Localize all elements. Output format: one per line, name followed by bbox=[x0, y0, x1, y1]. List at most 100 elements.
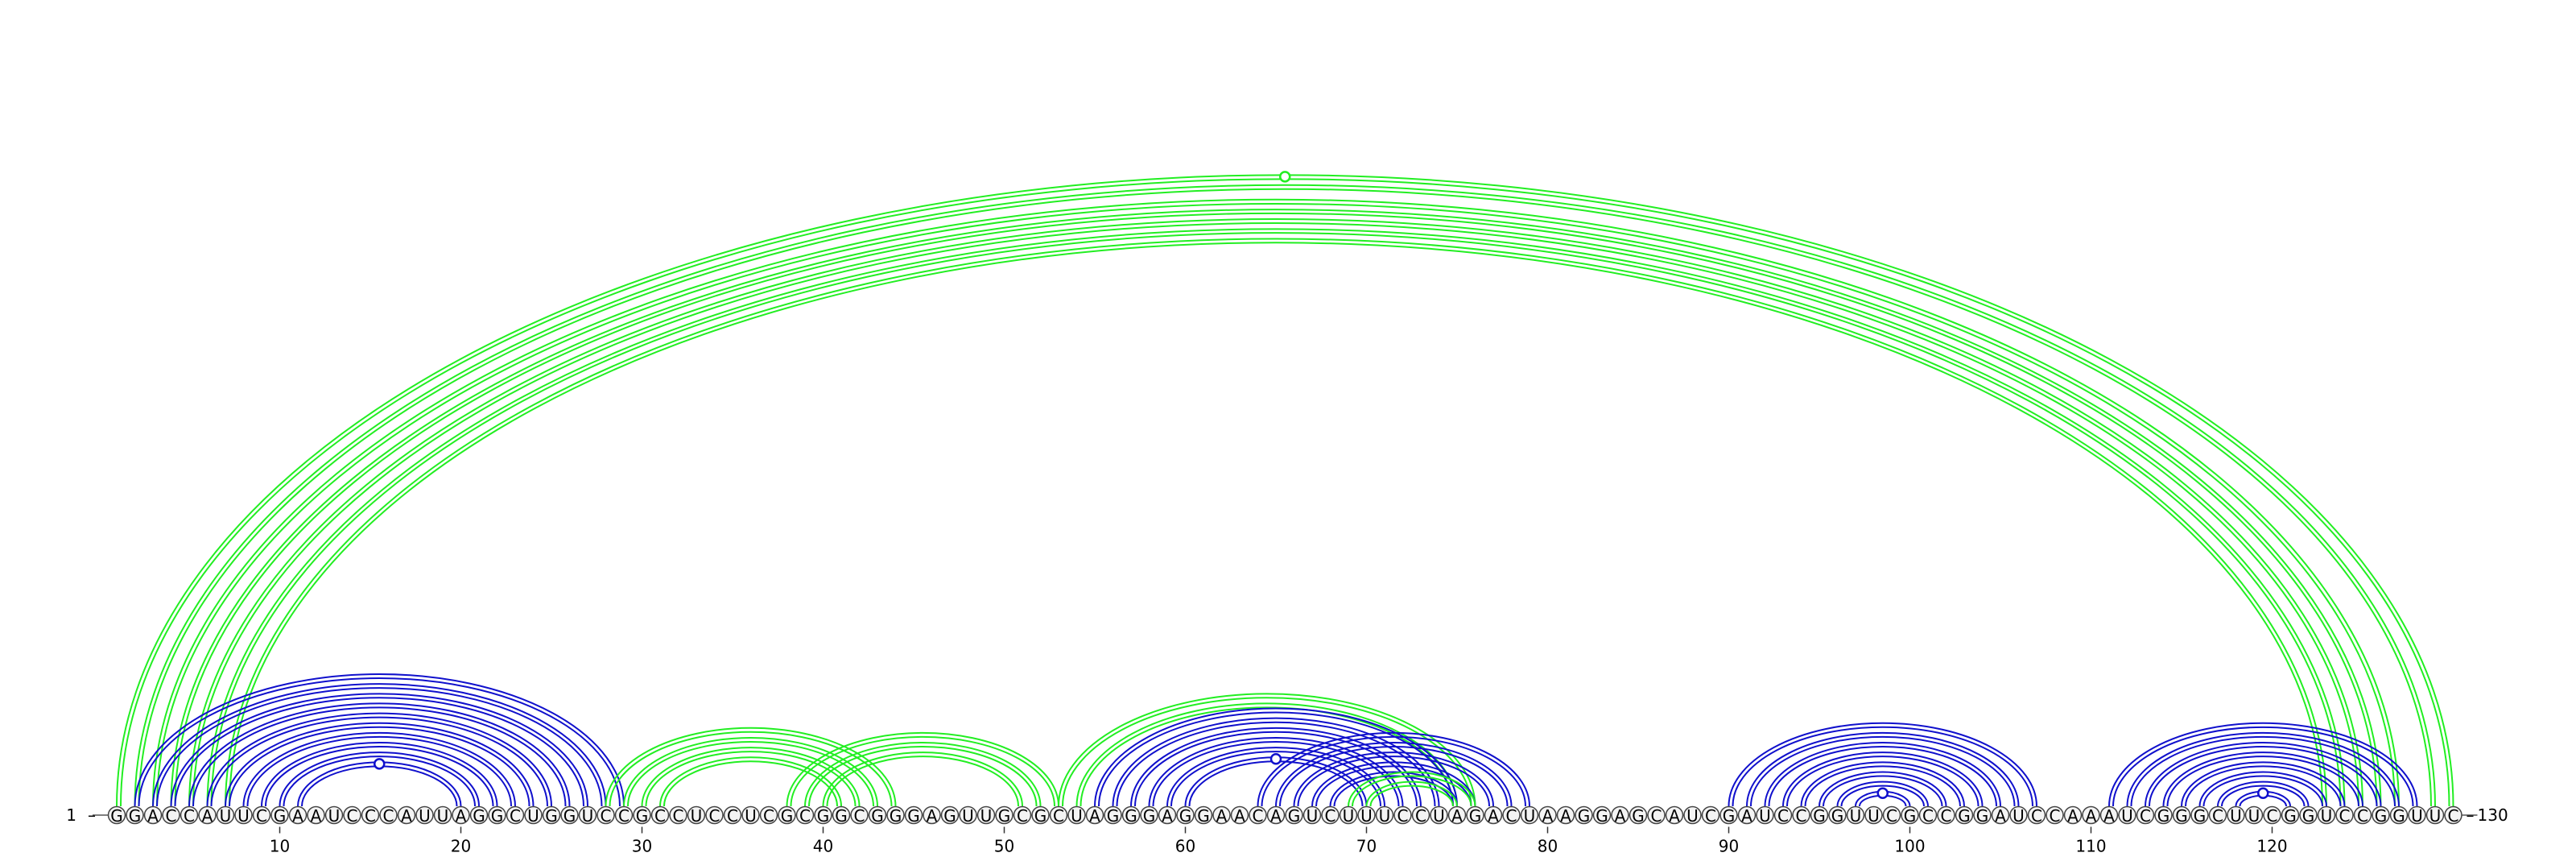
nucleotide-circle bbox=[1592, 805, 1612, 825]
nucleotide-114: G bbox=[2154, 805, 2173, 826]
arc-green-2-129 bbox=[134, 184, 2436, 807]
nucleotide-120: C bbox=[2263, 805, 2281, 826]
nucleotide-letter: G bbox=[1596, 806, 1608, 826]
nucleotide-79: U bbox=[1520, 805, 1539, 826]
arc-blue-92-105 bbox=[1764, 742, 2001, 807]
nucleotide-letter: C bbox=[510, 806, 521, 826]
arc-blue-7-24-inner bbox=[229, 726, 530, 807]
nucleotide-98: U bbox=[1864, 805, 1883, 826]
nucleotide-83: G bbox=[1592, 805, 1612, 826]
tick-label-10: 10 bbox=[270, 837, 290, 856]
arc-green-70-75-inner bbox=[1369, 785, 1454, 807]
arc-green-40-51-inner bbox=[826, 756, 1019, 807]
nucleotide-circle bbox=[2317, 805, 2336, 825]
nucleotide-68: C bbox=[1321, 805, 1340, 826]
arc-blue-94-103 bbox=[1800, 761, 1965, 807]
arc-green-7-123-inner bbox=[229, 242, 2323, 807]
nucleotide-67: U bbox=[1302, 805, 1322, 826]
nucleotide-88: U bbox=[1683, 805, 1702, 826]
arc-green-38-53 bbox=[786, 731, 1059, 807]
nucleotide-letter: G bbox=[2302, 806, 2315, 826]
arc-blue-94-103-inner bbox=[1804, 765, 1961, 807]
nucleotide-letter: C bbox=[2212, 806, 2223, 826]
nucleotide-49: U bbox=[976, 805, 996, 826]
nucleotide-letter: U bbox=[2429, 806, 2442, 826]
nucleotide-circle bbox=[126, 805, 144, 825]
arc-green-31-41-inner bbox=[663, 760, 838, 807]
nucleotide-letter: C bbox=[1886, 806, 1897, 826]
arc-blue-113-126 bbox=[2145, 742, 2382, 807]
nucleotide-12: A bbox=[307, 805, 325, 826]
nucleotide-circle bbox=[1447, 805, 1467, 825]
nucleotide-17: A bbox=[397, 805, 416, 826]
nucleotide-letter: U bbox=[582, 806, 594, 826]
arc-blue-55-75-inner bbox=[1098, 711, 1454, 807]
nucleotide-circle bbox=[433, 805, 452, 825]
nucleotide-32: C bbox=[669, 805, 687, 826]
nucleotide-letter: G bbox=[1813, 806, 1826, 826]
nucleotide-letter: C bbox=[2448, 806, 2459, 826]
nucleotide-circle bbox=[2335, 805, 2354, 825]
nucleotide-letter: C bbox=[1325, 806, 1336, 826]
tick-label-20: 20 bbox=[451, 837, 471, 856]
nucleotide-circle bbox=[814, 805, 832, 825]
nucleotide-23: C bbox=[506, 805, 525, 826]
arc-blue-90-107 bbox=[1728, 722, 2037, 807]
nucleotide-circle bbox=[1411, 805, 1430, 825]
nucleotide-circle bbox=[2389, 805, 2409, 825]
loop-marker-60-70 bbox=[1269, 753, 1282, 765]
nucleotide-11: A bbox=[288, 805, 308, 826]
nucleotide-letter: G bbox=[1831, 806, 1844, 826]
arc-blue-113-126-inner bbox=[2149, 746, 2378, 807]
nucleotide-circle bbox=[1792, 805, 1810, 825]
nucleotide-letter: A bbox=[202, 806, 213, 826]
arc-blue-90-107-inner bbox=[1732, 726, 2033, 807]
nucleotide-circle bbox=[506, 805, 525, 825]
nucleotide-65: A bbox=[1266, 805, 1286, 826]
nucleotide-letter: C bbox=[601, 806, 612, 826]
nucleotide-circle bbox=[1266, 805, 1286, 825]
nucleotide-circle bbox=[343, 805, 361, 825]
nucleotide-69: U bbox=[1339, 805, 1358, 826]
nucleotide-letter: G bbox=[2194, 806, 2207, 826]
nucleotide-circle bbox=[324, 805, 344, 825]
arc-green-40-51 bbox=[822, 751, 1023, 807]
nucleotide-letter: U bbox=[1524, 806, 1536, 826]
nucleotide-25: G bbox=[542, 805, 561, 826]
nucleotide-35: C bbox=[723, 805, 742, 826]
nucleotide-48: U bbox=[959, 805, 977, 826]
nucleotide-letter: A bbox=[1216, 806, 1228, 826]
arc-blue-115-124-inner bbox=[2185, 765, 2342, 807]
nucleotide-letter: A bbox=[456, 806, 467, 826]
arc-green-53-76 bbox=[1058, 693, 1476, 807]
nucleotide-letter: G bbox=[1469, 806, 1482, 826]
nucleotide-127: G bbox=[2389, 805, 2409, 826]
nucleotide-circle bbox=[1538, 805, 1557, 825]
nucleotide-96: G bbox=[1828, 805, 1847, 826]
nucleotide-80: A bbox=[1538, 805, 1557, 826]
nucleotide-circle bbox=[1629, 805, 1648, 825]
nucleotide-119: U bbox=[2244, 805, 2264, 826]
nucleotide-3: A bbox=[143, 805, 163, 826]
arc-green-39-52-inner bbox=[808, 746, 1038, 807]
nucleotide-41: G bbox=[832, 805, 851, 826]
end-labels: 1 – – 130 bbox=[66, 805, 2508, 825]
arc-blue-111-128-inner bbox=[2112, 726, 2414, 807]
arc-blue-2-29 bbox=[134, 673, 625, 807]
nucleotide-circle bbox=[1049, 805, 1068, 825]
nucleotide-circle bbox=[216, 805, 235, 825]
nucleotide-letter: C bbox=[709, 806, 720, 826]
nucleotide-letter: G bbox=[781, 806, 794, 826]
tick-layer: 10 20 30 40 50 60 70 80 90 100 110 120 bbox=[270, 826, 2288, 856]
nucleotide-122: G bbox=[2299, 805, 2318, 826]
nucleotide-113: C bbox=[2136, 805, 2155, 826]
nucleotide-44: G bbox=[886, 805, 905, 826]
nucleotide-10: G bbox=[270, 805, 289, 826]
nucleotide-letter: A bbox=[1615, 806, 1626, 826]
arc-blue-68-75 bbox=[1329, 771, 1458, 807]
arc-blue-7-24 bbox=[225, 722, 535, 807]
arc-blue-96-101-inner bbox=[1840, 785, 1925, 807]
arc-green-7-123 bbox=[225, 238, 2327, 807]
nucleotide-129: U bbox=[2425, 805, 2445, 826]
